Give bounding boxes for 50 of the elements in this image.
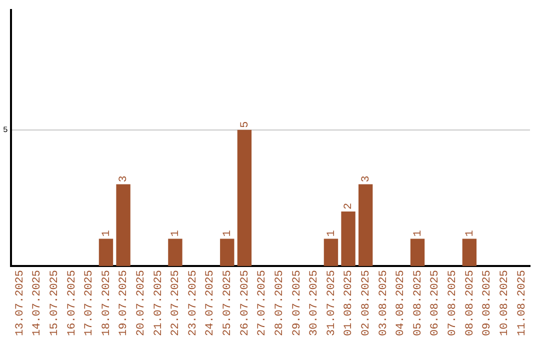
- x-tick-label: 15.07.2025: [48, 270, 61, 336]
- x-tick-label: 05.08.2025: [412, 270, 424, 336]
- bar: [341, 212, 356, 266]
- bar: [358, 184, 373, 266]
- x-tick-label: 22.07.2025: [170, 270, 182, 336]
- x-tick-label: 11.08.2025: [516, 270, 528, 336]
- data-label: 3: [360, 176, 372, 182]
- x-tick-label: 17.07.2025: [84, 270, 96, 336]
- data-label: 5: [239, 121, 252, 128]
- data-label: 1: [464, 230, 476, 237]
- x-tick-label: 03.08.2025: [378, 270, 390, 336]
- x-tick-label: 08.08.2025: [464, 270, 476, 336]
- bar: [220, 238, 234, 266]
- data-label: 1: [100, 230, 113, 237]
- x-tick-label: 02.08.2025: [360, 270, 372, 336]
- bar: [237, 130, 252, 266]
- bar: [410, 238, 425, 266]
- x-tick-label: 24.07.2025: [204, 270, 217, 336]
- x-tick-label: 30.07.2025: [308, 270, 321, 336]
- x-tick-label: 27.07.2025: [256, 270, 269, 336]
- x-tick-label: 19.07.2025: [118, 270, 130, 336]
- bar: [168, 238, 182, 266]
- bar: [98, 238, 114, 266]
- x-tick-label: 25.07.2025: [222, 270, 234, 336]
- x-tick-label: 23.07.2025: [187, 270, 200, 336]
- x-tick-label: 21.07.2025: [152, 270, 165, 336]
- x-tick-label: 06.08.2025: [430, 270, 442, 336]
- data-label: 3: [118, 176, 130, 182]
- x-tick-label: 16.07.2025: [66, 270, 78, 336]
- x-tick-label: 28.07.2025: [274, 270, 286, 336]
- x-tick-label: 10.08.2025: [498, 270, 511, 336]
- x-tick-label: 20.07.2025: [136, 270, 148, 336]
- data-label: 1: [170, 230, 182, 237]
- x-tick-label: 26.07.2025: [239, 270, 252, 336]
- x-tick-label: 09.08.2025: [482, 270, 494, 336]
- bar: [116, 184, 130, 266]
- data-label: 1: [326, 230, 338, 237]
- data-label: 2: [343, 202, 356, 210]
- x-tick-label: 01.08.2025: [343, 270, 356, 336]
- x-tick-label: 13.07.2025: [14, 270, 26, 336]
- bar: [324, 238, 338, 266]
- bar: [462, 238, 477, 266]
- x-tick-label: 29.07.2025: [291, 270, 304, 336]
- data-label: 1: [222, 230, 234, 237]
- x-tick-label: 07.08.2025: [447, 270, 460, 336]
- x-tick-label: 31.07.2025: [326, 270, 338, 336]
- x-tick-label: 14.07.2025: [32, 270, 44, 336]
- data-label: 1: [412, 230, 424, 237]
- x-tick-label: 18.07.2025: [100, 270, 113, 336]
- x-tick-label: 04.08.2025: [395, 270, 408, 336]
